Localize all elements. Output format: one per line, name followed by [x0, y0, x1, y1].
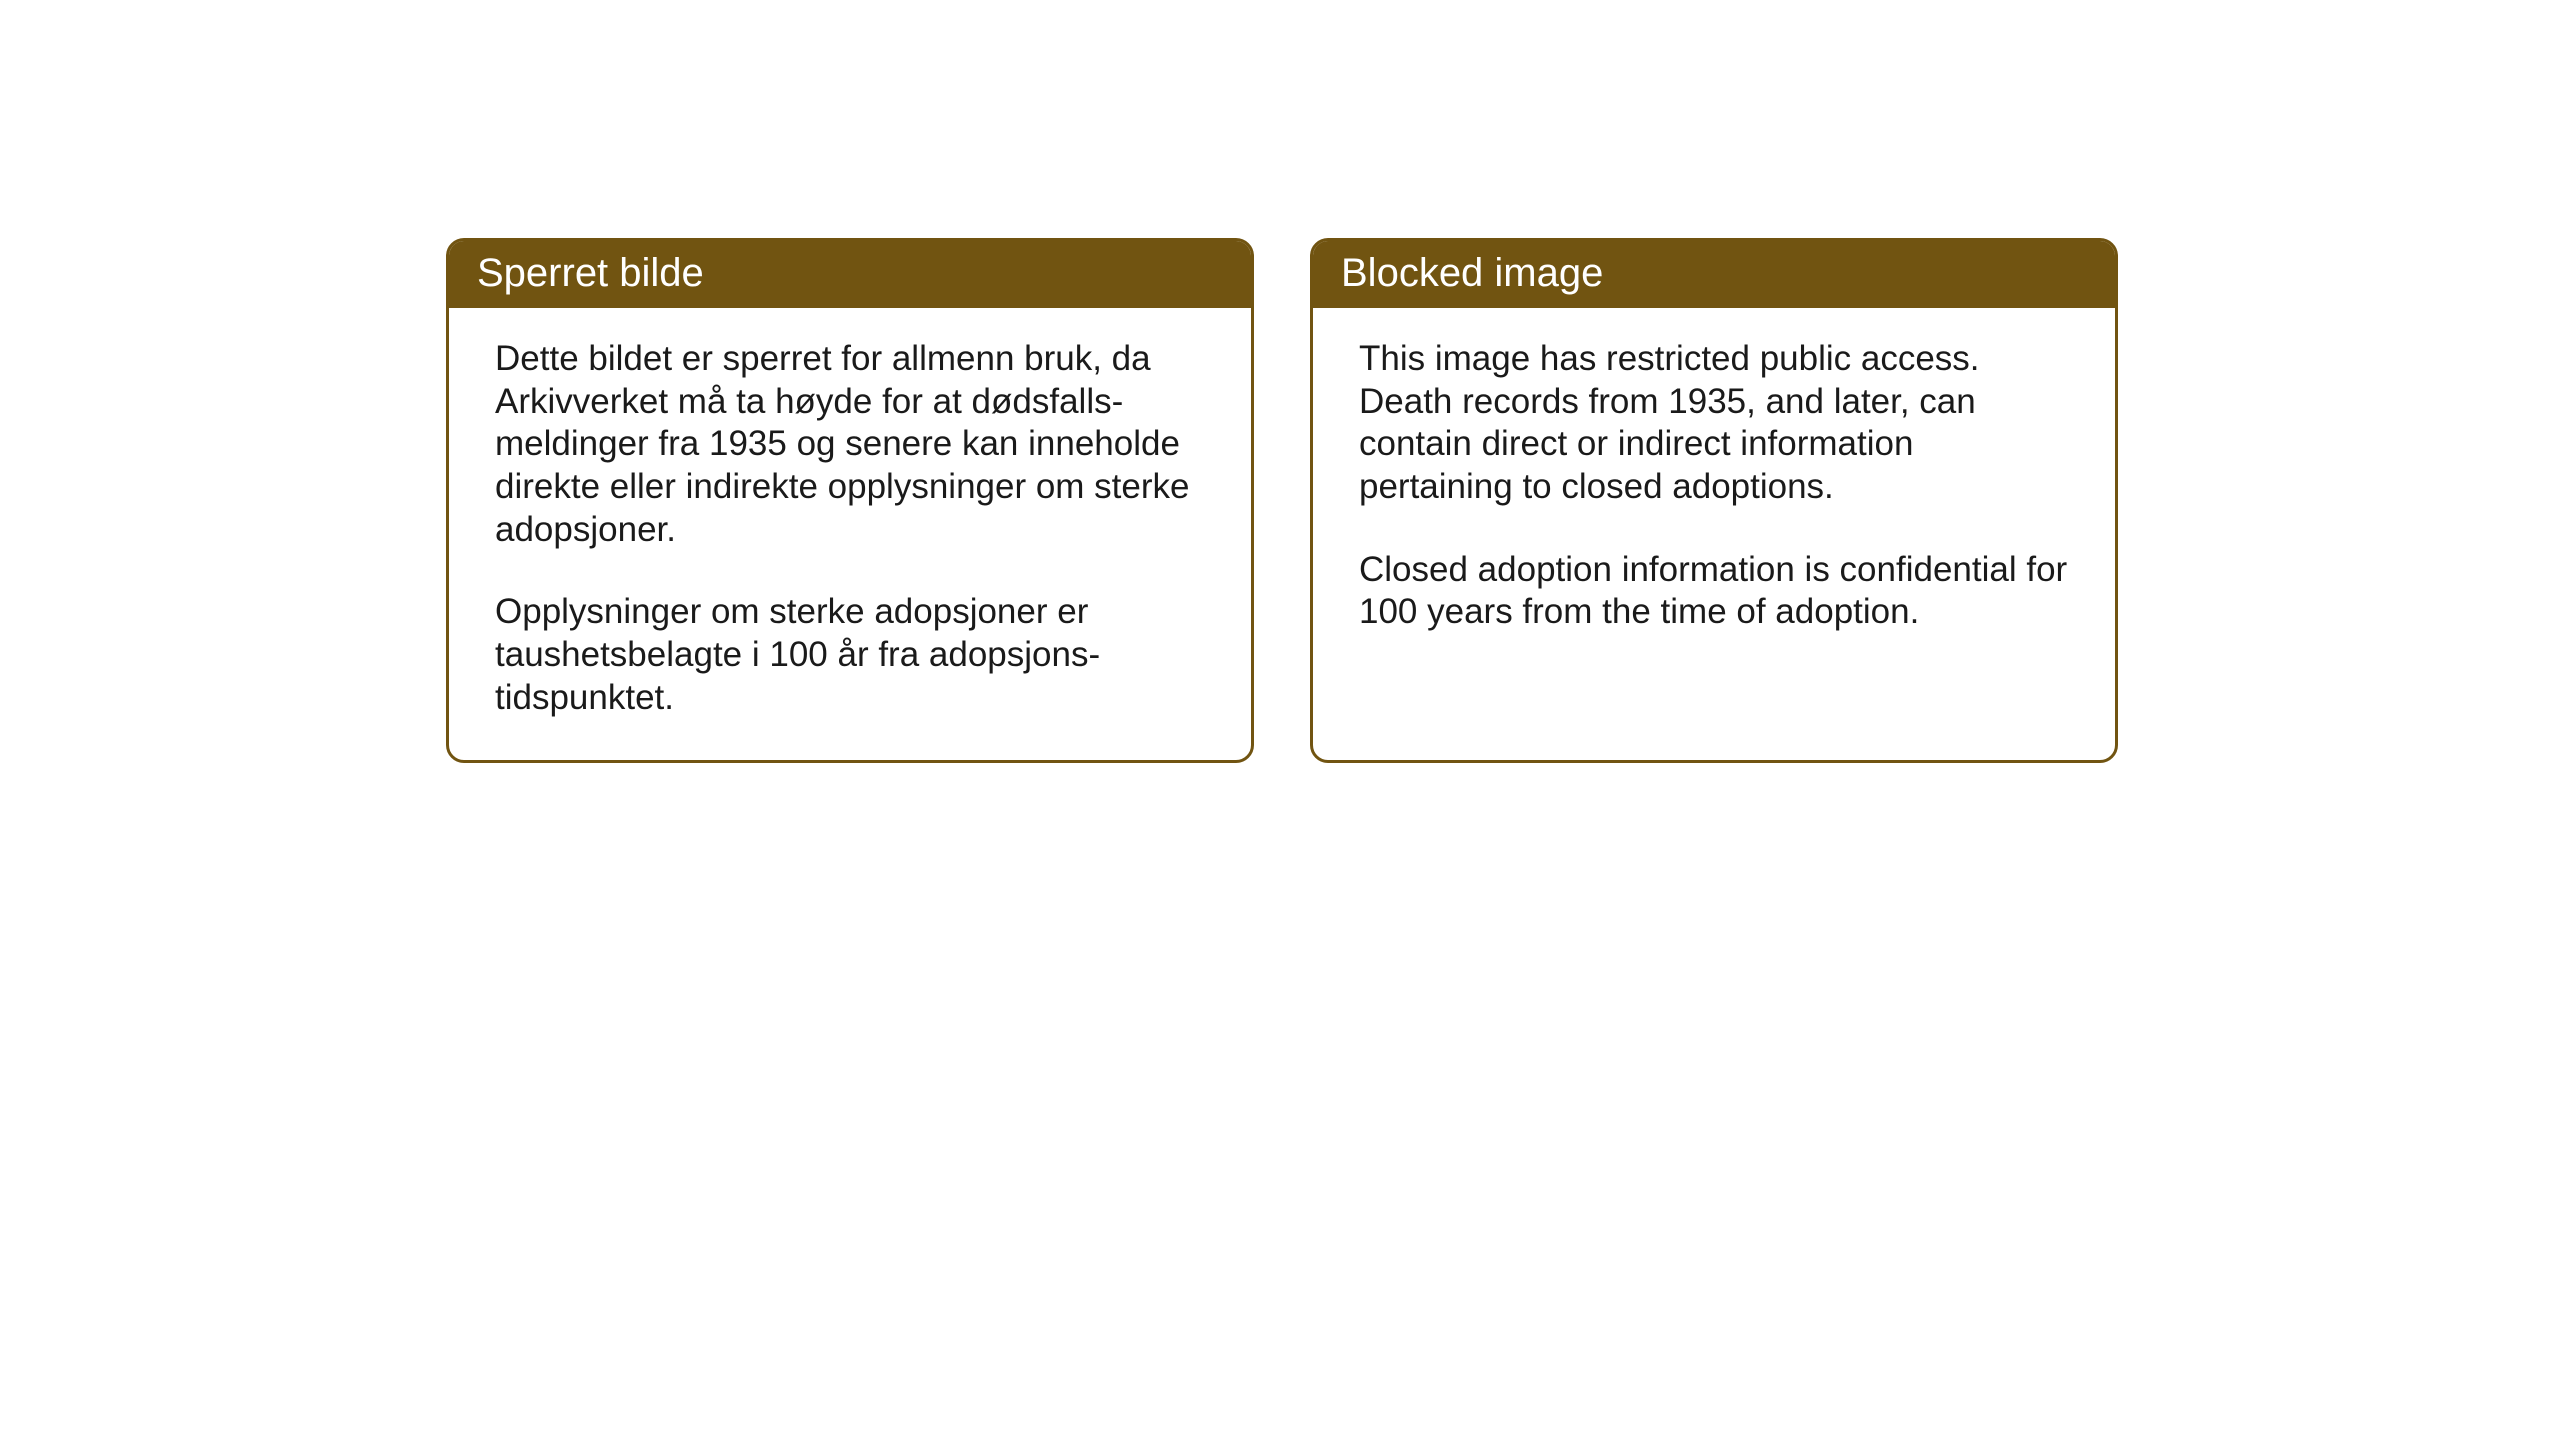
- english-paragraph-1: This image has restricted public access.…: [1359, 338, 2075, 509]
- english-card-title: Blocked image: [1313, 241, 2115, 308]
- norwegian-paragraph-1: Dette bildet er sperret for allmenn bruk…: [495, 338, 1211, 551]
- english-notice-card: Blocked image This image has restricted …: [1310, 238, 2118, 763]
- norwegian-notice-card: Sperret bilde Dette bildet er sperret fo…: [446, 238, 1254, 763]
- norwegian-paragraph-2: Opplysninger om sterke adopsjoner er tau…: [495, 591, 1211, 719]
- english-paragraph-2: Closed adoption information is confident…: [1359, 549, 2075, 634]
- norwegian-card-title: Sperret bilde: [449, 241, 1251, 308]
- norwegian-card-body: Dette bildet er sperret for allmenn bruk…: [449, 308, 1251, 760]
- notice-container: Sperret bilde Dette bildet er sperret fo…: [446, 238, 2118, 763]
- english-card-body: This image has restricted public access.…: [1313, 308, 2115, 703]
